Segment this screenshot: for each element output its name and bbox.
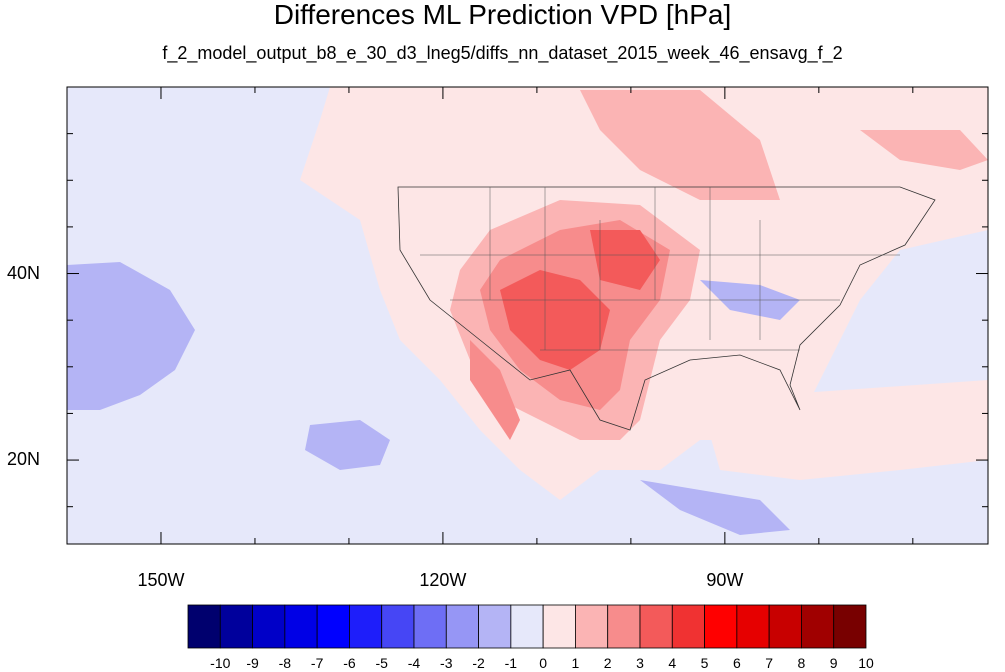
- map-field: [67, 87, 988, 544]
- colorbar-label: -7: [310, 655, 324, 671]
- longitude-ticks: [66, 87, 914, 544]
- lat-tick-label: 40N: [6, 262, 40, 283]
- colorbar-swatch: [575, 604, 609, 649]
- colorbar-label: -8: [278, 655, 292, 671]
- figure-subtitle: f_2_model_output_b8_e_30_d3_lneg5/diffs_…: [162, 43, 843, 63]
- colorbar-label: 4: [668, 655, 677, 671]
- lon-tick-label: 150W: [137, 570, 185, 590]
- colorbar-label: 1: [571, 655, 580, 671]
- latitude-ticks: [67, 86, 988, 508]
- colorbar-label: 9: [829, 655, 838, 671]
- colorbar-label: 6: [732, 655, 741, 671]
- colorbar-swatch: [704, 604, 738, 649]
- colorbar-label: 2: [603, 655, 612, 671]
- negative-region: [67, 262, 195, 410]
- colorbar-swatch: [639, 604, 673, 649]
- lat-tick-label: 20N: [6, 449, 40, 470]
- negative-region: [640, 480, 790, 535]
- colorbar-label: 8: [797, 655, 806, 671]
- colorbar-swatch: [510, 604, 544, 649]
- colorbar-label: 0: [539, 655, 548, 671]
- colorbar-swatch: [284, 604, 318, 649]
- colorbar-swatch: [381, 604, 415, 649]
- positive-region-light: [700, 380, 988, 480]
- colorbar-label: -6: [343, 655, 356, 671]
- colorbar-swatch: [252, 604, 286, 649]
- map-frame: [66, 86, 989, 545]
- colorbar-swatch: [833, 604, 867, 649]
- colorbar-swatch: [801, 604, 835, 649]
- colorbar-swatch: [671, 604, 705, 649]
- positive-region-max: [590, 230, 660, 290]
- state-borders: [420, 187, 900, 351]
- colorbar-label: -10: [210, 655, 231, 671]
- lon-tick-label: 90W: [706, 570, 744, 590]
- colorbar-swatch: [349, 604, 383, 649]
- positive-region-strong: [470, 340, 520, 440]
- colorbar-swatch: [187, 604, 221, 649]
- colorbar-swatch: [542, 604, 576, 649]
- positive-region-medium: [580, 90, 780, 200]
- colorbar-label: -4: [407, 655, 421, 671]
- colorbar-label: -5: [375, 655, 388, 671]
- positive-region-medium: [860, 130, 988, 170]
- colorbar-label: 10: [858, 655, 874, 671]
- colorbar-swatch: [478, 604, 512, 649]
- colorbar-swatch: [607, 604, 641, 649]
- colorbar-swatch: [768, 604, 802, 649]
- colorbar-label: -1: [504, 655, 518, 671]
- colorbar-label: 5: [700, 655, 709, 671]
- colorbar-label: -2: [472, 655, 485, 671]
- coastline: [397, 186, 936, 431]
- colorbar-swatch: [445, 604, 479, 649]
- colorbar-swatch: [736, 604, 770, 649]
- colorbar-label: 7: [765, 655, 774, 671]
- lon-tick-label: 120W: [419, 570, 467, 590]
- colorbar-label: -9: [246, 655, 259, 671]
- colorbar-label: -3: [440, 655, 453, 671]
- colorbar: [187, 604, 867, 649]
- colorbar-label: 3: [636, 655, 644, 671]
- colorbar-swatch: [219, 604, 253, 649]
- positive-region-max: [500, 270, 610, 370]
- colorbar-swatch: [413, 604, 447, 649]
- negative-region: [305, 420, 390, 470]
- figure-title: Differences ML Prediction VPD [hPa]: [273, 0, 732, 30]
- colorbar-swatch: [316, 604, 350, 649]
